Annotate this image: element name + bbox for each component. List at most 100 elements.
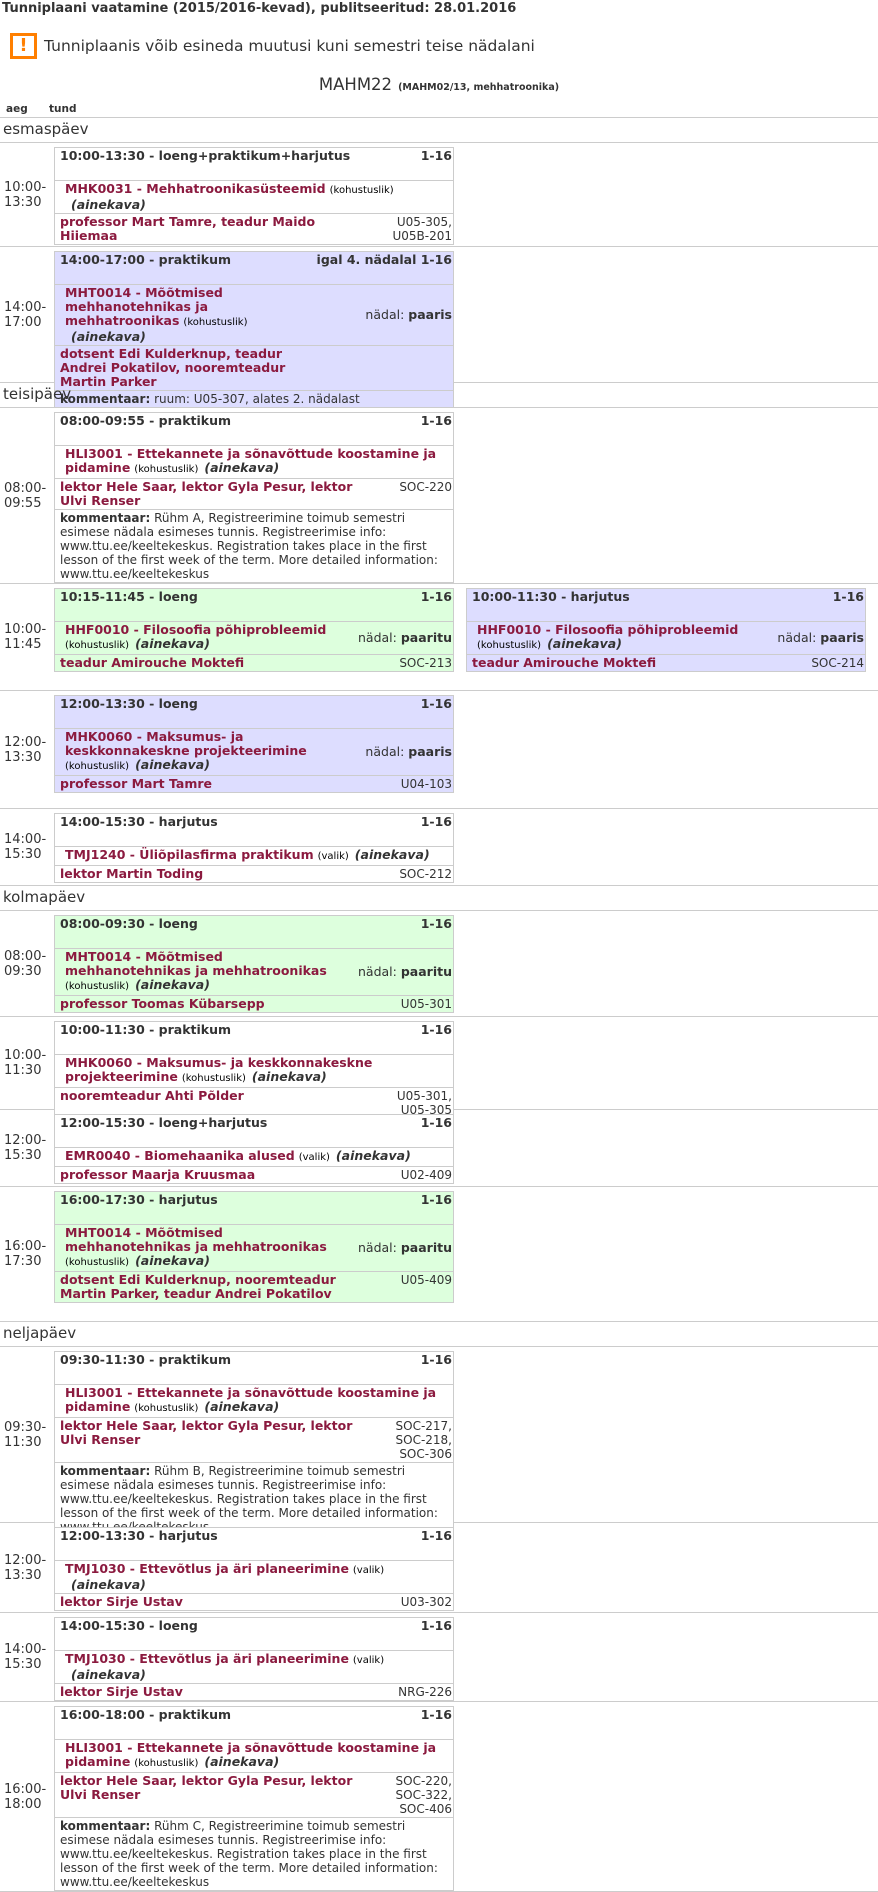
teachers[interactable]: lektor Hele Saar, lektor Gyla Pesur, lek… (54, 1417, 364, 1463)
syllabus-link[interactable]: (ainekava) (71, 197, 146, 212)
comment: kommentaar: ruum: U05-307, alates 2. näd… (54, 390, 454, 408)
lesson-type: harjutus (570, 589, 630, 604)
comment-label: kommentaar: (60, 1819, 151, 1833)
syllabus-link[interactable]: (ainekava) (251, 1069, 327, 1084)
lesson-card: 14:00-15:30 - harjutus 1-16 TMJ1240 - Üliõ… (54, 813, 454, 883)
course-link[interactable]: EMR0040 - Biomehaanika alused (65, 1148, 295, 1163)
teachers[interactable]: teadur Amirouche Moktefi (54, 654, 353, 672)
course-link[interactable]: MHK0031 - Mehhatroonikasüsteemid (65, 181, 326, 196)
week-parity: nädal: paaris (311, 284, 454, 346)
syllabus-link[interactable]: (ainekava) (354, 847, 430, 862)
lesson-time: 10:00-13:30 - (60, 148, 155, 163)
syllabus-link[interactable]: (ainekava) (135, 636, 210, 651)
lesson-card: 16:00-18:00 - praktikum 1-16 HLI3001 - Ett… (54, 1706, 454, 1891)
course-link[interactable]: TMJ1240 - Üliõpilasfirma praktikum (65, 847, 314, 862)
day-header: esmaspäev (0, 118, 878, 143)
teachers[interactable]: lektor Martin Toding (54, 865, 364, 883)
week-label: nädal: (365, 744, 405, 759)
syllabus-link[interactable]: (ainekava) (71, 1577, 146, 1592)
course-link[interactable]: HHF0010 - Filosoofia põhiprobleemid (65, 622, 327, 637)
lesson-time: 09:30-11:30 - (60, 1352, 155, 1367)
schedule-row: 08:00- 09:55 08:00-09:55 - praktikum 1-16 H… (0, 408, 878, 584)
lesson-header: 12:00-13:30 - loeng (55, 696, 361, 729)
teachers[interactable]: lektor Sirje Ustav (54, 1593, 364, 1611)
teachers[interactable]: professor Maarja Kruusmaa (54, 1166, 364, 1184)
lesson-weeks: 1-16 (420, 1352, 452, 1367)
teachers[interactable]: teadur Amirouche Moktefi (466, 654, 773, 672)
week-value: paaritu (400, 630, 452, 645)
syllabus-link[interactable]: (ainekava) (204, 1399, 280, 1414)
rooms: SOC-213 (352, 654, 454, 672)
row-cards: 10:15-11:45 - loeng 1-16 HHF0010 - Filosoo… (54, 584, 866, 690)
syllabus-link[interactable]: (ainekava) (135, 757, 210, 772)
course-status: (valik) (298, 1152, 330, 1163)
teachers[interactable]: professor Toomas Kübarsepp (54, 995, 353, 1013)
row-cards: 10:00-13:30 - loeng+praktikum+harjutus 1-… (54, 143, 454, 246)
syllabus-link[interactable]: (ainekava) (71, 329, 146, 344)
course-status: (valik) (352, 1655, 385, 1666)
week-value: paaris (408, 744, 452, 759)
lesson-time: 16:00-18:00 - (60, 1707, 155, 1722)
lesson-card: 10:15-11:45 - loeng 1-16 HHF0010 - Filosoo… (54, 588, 454, 672)
teachers[interactable]: lektor Hele Saar, lektor Gyla Pesur, lek… (54, 1772, 364, 1818)
course-cell: HHF0010 - Filosoofia põhiprobleemid (koh… (54, 621, 353, 655)
lesson-header: 12:00-13:30 - harjutus (55, 1528, 364, 1561)
row-cards: 08:00-09:55 - praktikum 1-16 HLI3001 - Ett… (54, 408, 454, 583)
teachers[interactable]: dotsent Edi Kulderknup, teadur Andrei Po… (54, 345, 312, 391)
syllabus-link[interactable]: (ainekava) (335, 1148, 411, 1163)
course-status: (kohustuslik) (181, 1073, 246, 1084)
syllabus-link[interactable]: (ainekava) (135, 977, 210, 992)
course-link[interactable]: MHT0014 - Mõõtmised mehhanotehnikas ja m… (65, 285, 223, 328)
lesson-card: 12:00-13:30 - harjutus 1-16 TMJ1030 - Ette… (54, 1527, 454, 1611)
syllabus-link[interactable]: (ainekava) (204, 1754, 280, 1769)
syllabus-link[interactable]: (ainekava) (204, 460, 280, 475)
comment: kommentaar: Rühm B, Registreerimine toim… (54, 1462, 454, 1536)
teachers[interactable]: dotsent Edi Kulderknup, nooremteadur Mar… (54, 1271, 353, 1303)
schedule-row: 10:00- 11:45 10:15-11:45 - loeng 1-16 HHF00… (0, 584, 878, 691)
row-time: 10:00- 13:30 (4, 179, 47, 210)
teachers[interactable]: professor Mart Tamre (54, 775, 361, 793)
syllabus-link[interactable]: (ainekava) (547, 636, 622, 651)
course-link[interactable]: HLI3001 - Ettekannete ja sõnavõttude koo… (65, 1740, 437, 1769)
course-link[interactable]: MHK0060 - Maksumus- ja keskkonnakeskne p… (65, 1055, 373, 1084)
syllabus-link[interactable]: (ainekava) (135, 1253, 210, 1268)
schedule-row: 16:00- 18:00 16:00-18:00 - praktikum 1-16 H… (0, 1702, 878, 1892)
course-cell: HLI3001 - Ettekannete ja sõnavõttude koo… (54, 1739, 454, 1773)
teachers[interactable]: lektor Hele Saar, lektor Gyla Pesur, lek… (54, 478, 364, 510)
lesson-type: praktikum (158, 1352, 232, 1367)
week-parity: nädal: paaritu (352, 1224, 454, 1272)
teachers[interactable]: nooremteadur Ahti Põlder (54, 1087, 364, 1119)
lesson-type: harjutus (158, 814, 218, 829)
course-link[interactable]: HLI3001 - Ettekannete ja sõnavõttude koo… (65, 1385, 437, 1414)
course-link[interactable]: TMJ1030 - Ettevõtlus ja äri planeerimine (65, 1651, 349, 1666)
course-link[interactable]: MHK0060 - Maksumus- ja keskkonnakeskne p… (65, 729, 307, 758)
lesson-type: loeng (158, 1618, 198, 1633)
course-link[interactable]: MHT0014 - Mõõtmised mehhanotehnikas ja m… (65, 949, 327, 978)
syllabus-link[interactable]: (ainekava) (71, 1667, 146, 1682)
course-cell: HLI3001 - Ettekannete ja sõnavõttude koo… (54, 1384, 454, 1418)
teachers[interactable]: professor Mart Tamre, teadur Maido Hiiem… (54, 213, 364, 245)
lesson-weeks: 1-16 (832, 589, 864, 604)
lesson-time: 10:15-11:45 - (60, 589, 155, 604)
lesson-time: 14:00-15:30 - (60, 1618, 155, 1633)
lesson-type: praktikum (158, 1022, 232, 1037)
lesson-header: 14:00-17:00 - praktikum (55, 252, 312, 285)
course-cell: MHT0014 - Mõõtmised mehhanotehnikas ja m… (54, 284, 312, 346)
day-header: neljapäev (0, 1322, 878, 1347)
teachers[interactable]: lektor Sirje Ustav (54, 1683, 364, 1701)
lesson-header: 16:00-17:30 - harjutus (55, 1192, 353, 1225)
schedule-row: 14:00- 15:30 14:00-15:30 - harjutus 1-16 TM… (0, 809, 878, 886)
group-code: MAHM22 (318, 75, 393, 94)
course-link[interactable]: HLI3001 - Ettekannete ja sõnavõttude koo… (65, 446, 437, 475)
course-link[interactable]: HHF0010 - Filosoofia põhiprobleemid (477, 622, 739, 637)
course-link[interactable]: TMJ1030 - Ettevõtlus ja äri planeerimine (65, 1561, 349, 1576)
lesson-type: loeng (158, 916, 198, 931)
lesson-time: 14:00-15:30 - (60, 814, 155, 829)
course-link[interactable]: MHT0014 - Mõõtmised mehhanotehnikas ja m… (65, 1225, 327, 1254)
page-title: Tunniplaani vaatamine (2015/2016-kevad),… (2, 1, 517, 16)
schedule-row: 14:00- 15:30 14:00-15:30 - loeng 1-16 TMJ10… (0, 1613, 878, 1702)
lesson-time: 12:00-13:30 - (60, 1528, 155, 1543)
lesson-header: 08:00-09:55 - praktikum (55, 413, 364, 446)
rooms: U05-409 (352, 1271, 454, 1303)
lesson-weeks: 1-16 (420, 1707, 452, 1722)
